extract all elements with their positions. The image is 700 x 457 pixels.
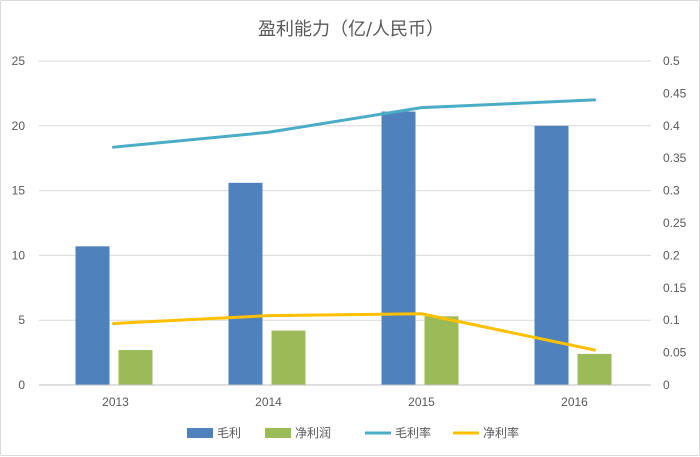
y-right-tick-label: 0.05 — [663, 346, 687, 360]
legend-label: 净利率 — [483, 425, 519, 440]
y-right-tick-label: 0.2 — [663, 248, 680, 262]
legend: 毛利 净利润 毛利率 净利率 — [187, 425, 519, 440]
y-left-tick-label: 20 — [12, 119, 26, 133]
bar — [271, 330, 306, 385]
legend-swatch — [265, 428, 291, 438]
y-left-tick-label: 15 — [12, 184, 26, 198]
y-left-tick-label: 10 — [12, 248, 26, 262]
bar — [228, 182, 263, 385]
y-left-tick-label: 25 — [12, 54, 26, 68]
y-right-tick-label: 0.45 — [663, 86, 687, 100]
y-right-tick-label: 0 — [663, 378, 670, 392]
y-right-tick-label: 0.25 — [663, 216, 687, 230]
y-right-tick-label: 0.1 — [663, 313, 680, 327]
axes-layer: 0 5 10 15 20 25 0 0.05 0.1 0.15 0.2 0.25 0.3 0.35 0.4 0… — [12, 54, 687, 409]
x-tick-label: 2013 — [102, 395, 129, 409]
y-right-tick-label: 0.4 — [663, 119, 680, 133]
series-line — [112, 312, 596, 352]
y-right-tick-label: 0.3 — [663, 184, 680, 198]
bar — [577, 353, 612, 385]
y-left-tick-label: 0 — [18, 378, 25, 392]
bar — [381, 111, 416, 385]
bars-layer — [75, 111, 612, 386]
series-line — [112, 98, 596, 149]
y-left-tick-label: 5 — [18, 313, 25, 327]
y-right-tick-label: 0.35 — [663, 151, 687, 165]
y-right-tick-label: 0.15 — [663, 281, 687, 295]
y-right-tick-label: 0.5 — [663, 54, 680, 68]
chart-title: 盈利能力（亿/人民币） — [258, 19, 444, 40]
bar — [75, 246, 110, 385]
legend-label: 毛利 — [217, 426, 241, 440]
bar — [424, 316, 459, 385]
legend-label: 净利润 — [295, 426, 331, 440]
bar — [118, 350, 153, 385]
x-tick-label: 2014 — [255, 395, 282, 409]
legend-label: 毛利率 — [395, 425, 431, 440]
bar — [534, 125, 569, 386]
x-tick-label: 2015 — [408, 395, 435, 409]
legend-swatch — [187, 428, 213, 438]
x-tick-label: 2016 — [561, 395, 588, 409]
lines-layer — [112, 98, 596, 352]
